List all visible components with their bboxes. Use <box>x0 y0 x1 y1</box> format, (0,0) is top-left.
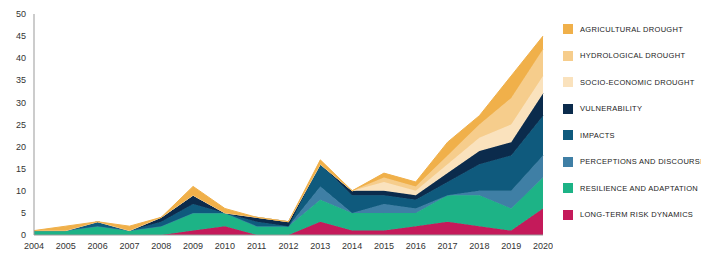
svg-text:50: 50 <box>16 9 26 19</box>
svg-text:2010: 2010 <box>215 241 235 251</box>
html-text:VULNERABILITY: VULNERABILITY <box>580 104 643 114</box>
svg-text:2011: 2011 <box>247 241 266 251</box>
html-text:RESILIENCE AND ADAPTATION: RESILIENCE AND ADAPTATION <box>580 183 699 193</box>
svg-text:2016: 2016 <box>406 241 426 251</box>
svg-text:15: 15 <box>16 164 26 174</box>
svg-text:2020: 2020 <box>533 241 553 251</box>
svg-text:2007: 2007 <box>119 241 139 251</box>
svg-text:5: 5 <box>21 208 26 218</box>
svg-text:2005: 2005 <box>56 241 76 251</box>
svg-text:2017: 2017 <box>438 241 458 251</box>
svg-text:2019: 2019 <box>501 241 521 251</box>
html-text:SOCIO-ECONOMIC DROUGHT: SOCIO-ECONOMIC DROUGHT <box>580 77 695 87</box>
html-text:IMPACTS: IMPACTS <box>580 130 615 140</box>
svg-text:20: 20 <box>16 142 26 152</box>
html-text:HYDROLOGICAL DROUGHT: HYDROLOGICAL DROUGHT <box>580 51 686 61</box>
svg-text:0: 0 <box>21 230 26 240</box>
svg-text:2013: 2013 <box>310 241 330 251</box>
svg-text:30: 30 <box>16 98 26 108</box>
svg-text:2014: 2014 <box>342 241 362 251</box>
svg-text:2009: 2009 <box>183 241 203 251</box>
svg-text:25: 25 <box>16 120 26 130</box>
svg-text:45: 45 <box>16 31 26 41</box>
svg-text:2018: 2018 <box>469 241 489 251</box>
svg-text:40: 40 <box>16 53 26 63</box>
svg-text:10: 10 <box>16 186 26 196</box>
html-text:AGRICULTURAL DROUGHT: AGRICULTURAL DROUGHT <box>580 24 684 34</box>
svg-text:2006: 2006 <box>88 241 108 251</box>
svg-text:2012: 2012 <box>278 241 298 251</box>
svg-text:2008: 2008 <box>151 241 171 251</box>
svg-text:35: 35 <box>16 75 26 85</box>
svg-text:2015: 2015 <box>374 241 394 251</box>
svg-text:2004: 2004 <box>24 241 44 251</box>
html-text:LONG-TERM RISK DYNAMICS: LONG-TERM RISK DYNAMICS <box>580 210 694 220</box>
